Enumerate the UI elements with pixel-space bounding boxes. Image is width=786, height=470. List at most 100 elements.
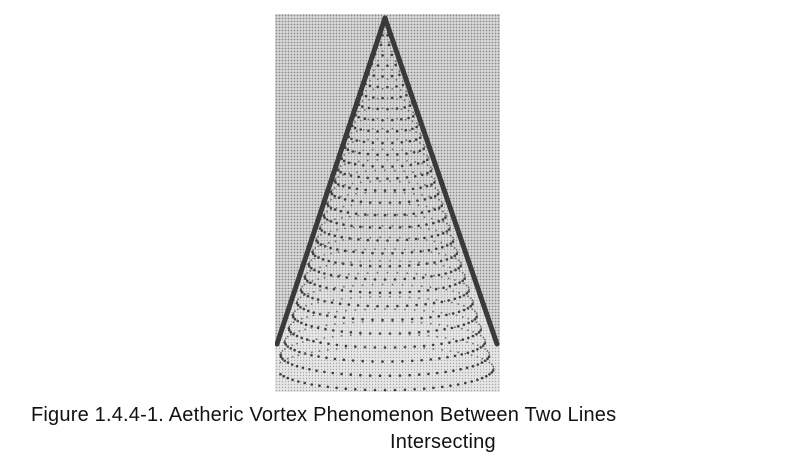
spiral-dot bbox=[323, 245, 327, 248]
spiral-dot bbox=[390, 96, 394, 100]
spiral-dot bbox=[369, 296, 371, 298]
spiral-dot bbox=[459, 261, 462, 264]
spiral-dot bbox=[345, 250, 348, 252]
spiral-dot bbox=[411, 226, 413, 228]
spiral-dot bbox=[421, 194, 423, 196]
spiral-dot bbox=[458, 270, 461, 272]
spiral-dot bbox=[420, 211, 424, 214]
spiral-dot bbox=[313, 283, 316, 286]
spiral-dot bbox=[368, 84, 372, 88]
spiral-dot bbox=[432, 207, 435, 209]
spiral-dot bbox=[323, 272, 326, 275]
spiral-dot bbox=[389, 236, 391, 239]
spiral-dot bbox=[363, 388, 367, 392]
spiral-dot bbox=[403, 170, 406, 173]
spiral-dot bbox=[381, 141, 384, 145]
spiral-dot bbox=[457, 325, 460, 328]
spiral-dot bbox=[334, 261, 337, 264]
spiral-dot bbox=[426, 330, 430, 333]
spiral-dot bbox=[359, 119, 362, 122]
spiral-dot bbox=[467, 286, 470, 289]
spiral-dot bbox=[340, 298, 343, 300]
spiral-dot bbox=[295, 334, 299, 338]
spiral-dot bbox=[302, 307, 306, 311]
spiral-dot bbox=[366, 152, 370, 156]
spiral-dot bbox=[452, 290, 455, 292]
spiral-dot bbox=[351, 359, 355, 362]
spiral-dot bbox=[310, 353, 313, 357]
spiral-dot bbox=[427, 298, 430, 300]
spiral-dot bbox=[461, 338, 465, 341]
spiral-dot bbox=[468, 288, 470, 291]
spiral-dot bbox=[436, 233, 440, 237]
spiral-dot bbox=[309, 270, 312, 272]
spiral-dot bbox=[346, 148, 350, 151]
spiral-dot bbox=[364, 192, 367, 194]
spiral-dot bbox=[311, 296, 314, 300]
spiral-dot bbox=[376, 107, 379, 111]
spiral-dot bbox=[319, 266, 321, 269]
spiral-dot bbox=[347, 273, 350, 276]
spiral-dot bbox=[366, 159, 369, 162]
spiral-dot bbox=[471, 302, 474, 306]
spiral-dot bbox=[350, 132, 353, 134]
spiral-dot bbox=[438, 198, 440, 201]
spiral-dot bbox=[449, 234, 452, 237]
spiral-dot bbox=[312, 311, 315, 314]
spiral-dot bbox=[349, 334, 352, 336]
spiral-dot bbox=[408, 181, 410, 184]
spiral-dot bbox=[430, 175, 433, 178]
spiral-dot bbox=[332, 287, 336, 291]
spiral-dot bbox=[368, 226, 372, 229]
spiral-dot bbox=[472, 301, 474, 304]
spiral-dot bbox=[315, 338, 318, 340]
spiral-dot bbox=[403, 388, 407, 392]
spiral-dot bbox=[337, 275, 340, 278]
spiral-dot bbox=[376, 271, 379, 274]
spiral-dot bbox=[341, 262, 343, 265]
spiral-dot bbox=[299, 296, 302, 299]
spiral-dot bbox=[446, 222, 448, 225]
spiral-dot bbox=[359, 331, 362, 335]
spiral-dot bbox=[381, 50, 384, 52]
spiral-dot bbox=[442, 210, 444, 213]
spiral-dot bbox=[310, 327, 313, 329]
spiral-dot bbox=[422, 143, 425, 146]
spiral-dot bbox=[435, 229, 438, 232]
spiral-dot bbox=[344, 387, 348, 391]
spiral-dot bbox=[387, 43, 391, 47]
spiral-dot bbox=[465, 292, 469, 295]
spiral-dot bbox=[389, 333, 391, 335]
spiral-dot bbox=[304, 277, 307, 281]
spiral-dot bbox=[447, 299, 450, 302]
spiral-dot bbox=[376, 304, 379, 308]
spiral-dot bbox=[376, 78, 379, 81]
spiral-dot bbox=[399, 95, 402, 99]
spiral-dot bbox=[481, 357, 484, 360]
spiral-dot bbox=[416, 199, 419, 202]
spiral-dot bbox=[335, 207, 338, 209]
spiral-dot bbox=[342, 174, 344, 176]
spiral-dot bbox=[429, 322, 432, 325]
spiral-dot bbox=[448, 224, 451, 227]
spiral-dot bbox=[295, 301, 299, 305]
spiral-dot bbox=[437, 206, 441, 209]
spiral-dot bbox=[435, 371, 439, 375]
spiral-dot bbox=[293, 331, 296, 334]
spiral-dot bbox=[436, 192, 440, 196]
spiral-dot bbox=[350, 263, 353, 266]
spiral-dot bbox=[398, 236, 401, 239]
spiral-dot bbox=[381, 283, 384, 286]
spiral-dot bbox=[425, 158, 429, 162]
spiral-dot bbox=[373, 388, 377, 392]
spiral-dot bbox=[419, 250, 423, 253]
left-intersecting-line bbox=[275, 15, 388, 347]
spiral-dot bbox=[383, 388, 387, 392]
spiral-dot bbox=[410, 359, 414, 363]
spiral-dot bbox=[340, 195, 342, 198]
spiral-dot bbox=[432, 386, 435, 390]
spiral-dot bbox=[279, 361, 282, 364]
spiral-dot bbox=[469, 304, 473, 308]
spiral-dot bbox=[316, 241, 320, 244]
spiral-dot bbox=[331, 371, 335, 375]
